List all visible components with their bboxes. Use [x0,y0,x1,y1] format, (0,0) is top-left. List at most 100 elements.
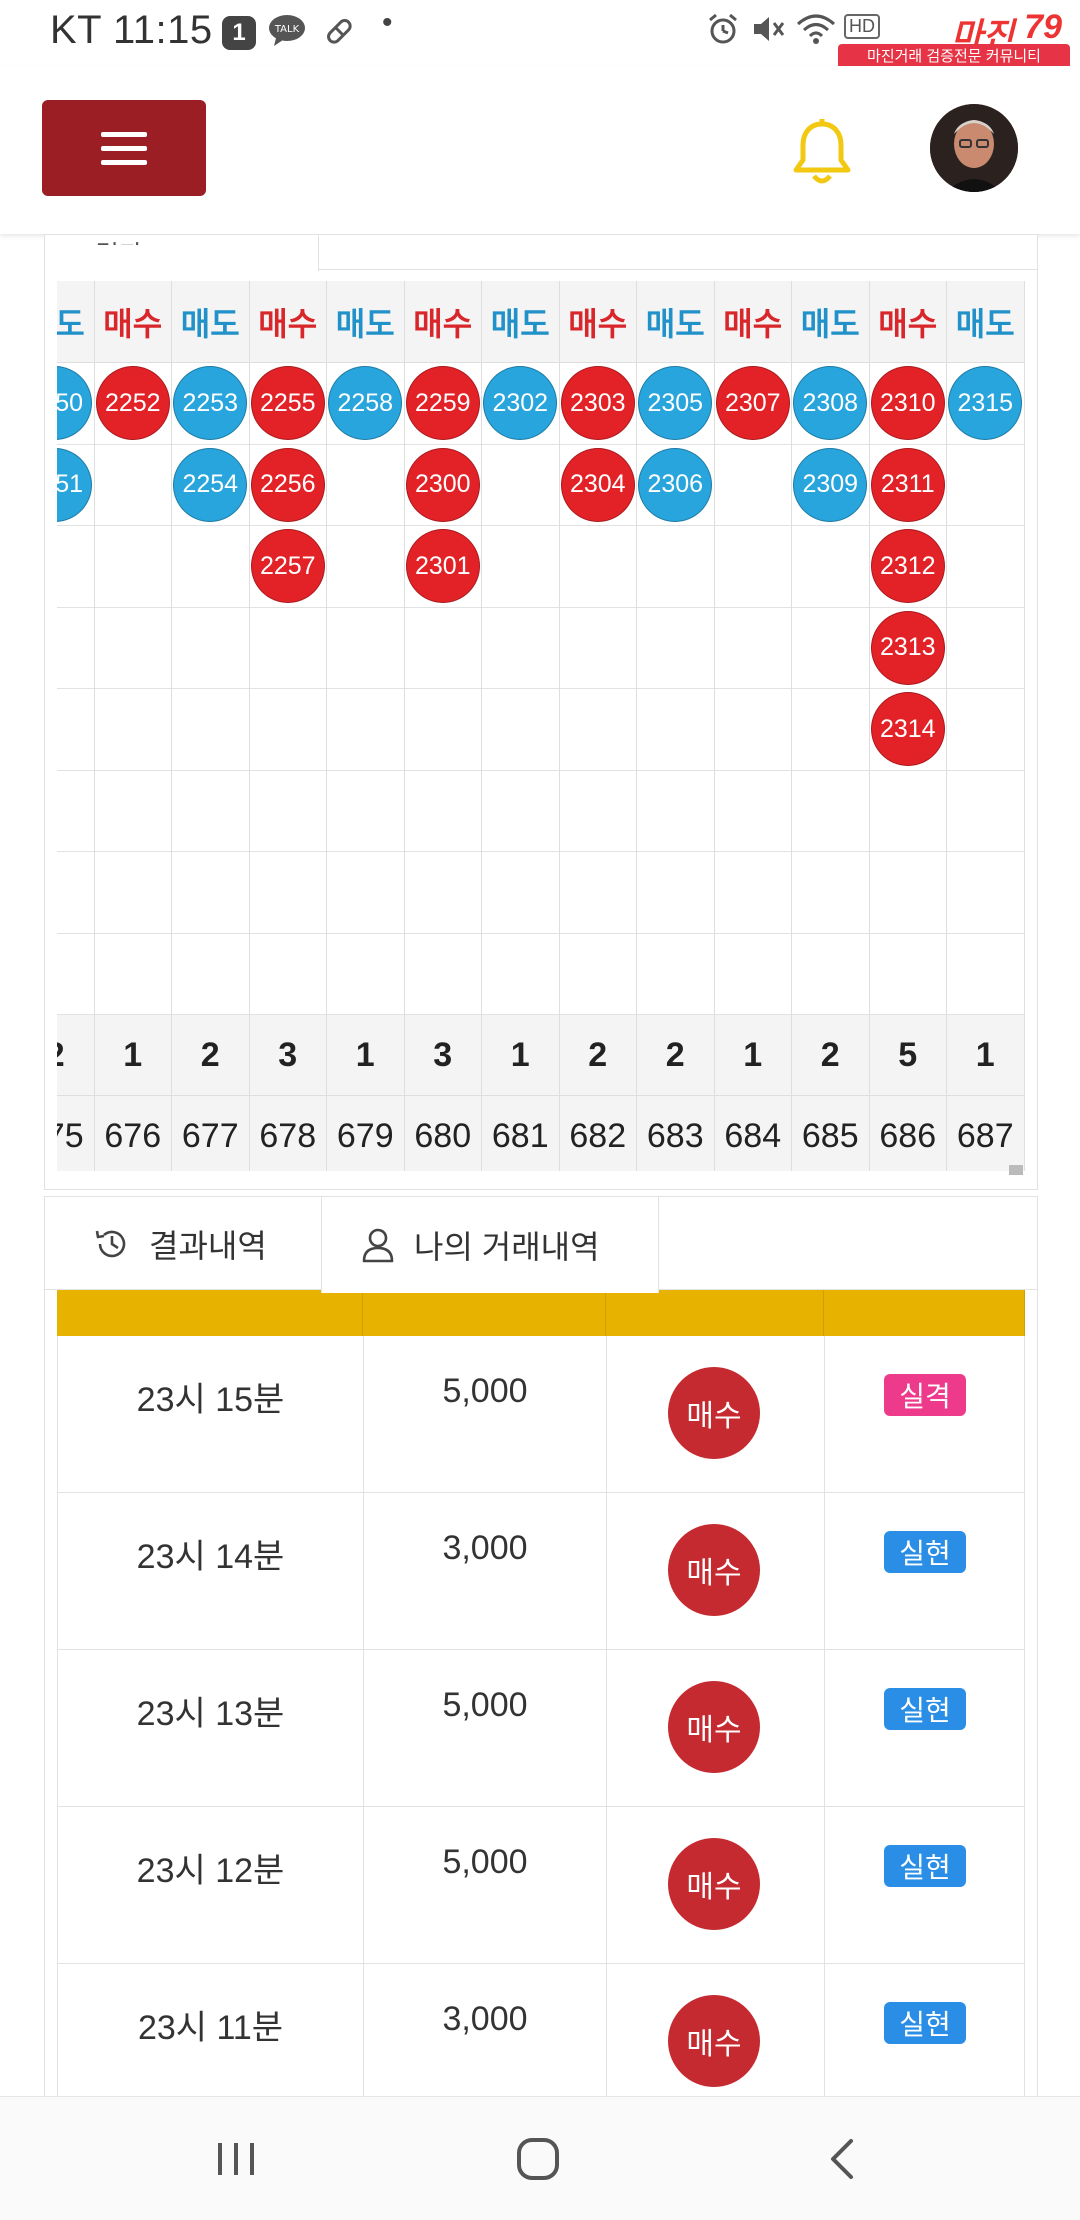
grid-column: 매도 2253 2254 2 677 [172,281,250,1171]
grid-cell [404,689,481,771]
tab-results-stub[interactable]: 결과 [45,235,319,271]
recent-apps-icon [218,2143,254,2175]
back-button[interactable] [782,2097,902,2220]
grid-cell [482,852,559,934]
round-number: 679 [327,1096,404,1171]
avatar[interactable] [930,104,1018,192]
table-row: 23시 15분 5,000 매수 실격 [57,1336,1025,1493]
tab-my-trades[interactable]: 나의 거래내역 [321,1197,659,1293]
grid-cell: 2301 [404,526,481,608]
grid-cell [172,608,249,689]
result-grid-columns: 매도225022512675매수22521676매도225322542677매수… [57,281,1025,1171]
trade-result-badge: 실현 [884,2002,966,2044]
grid-cell: 2258 [327,363,404,445]
streak-count: 5 [869,1015,946,1096]
pill-icon [322,14,356,56]
tab-results[interactable]: 결과내역 [93,1197,267,1291]
app-header [0,66,1080,234]
trade-side-badge: 매수 [668,1367,760,1459]
grid-cell [172,689,249,771]
grid-cell [947,526,1024,608]
grid-column: 매도2250 2251 2675 [57,281,95,1171]
streak-count: 2 [559,1015,636,1096]
menu-button[interactable] [42,100,206,196]
grid-cell [57,934,94,1015]
grid-cell: 2254 [172,445,249,526]
horizontal-scrollbar[interactable] [1009,1165,1023,1175]
streak-count: 1 [714,1015,791,1096]
grid-cell [94,689,171,771]
grid-cell [94,608,171,689]
grid-cell [404,852,481,934]
column-header-sell: 매도 [172,281,249,363]
round-number: 682 [559,1096,636,1171]
grid-cell [637,852,714,934]
watermark-number: 79 [1024,8,1062,46]
table-row: 23시 14분 3,000 매수 실현 [57,1493,1025,1650]
grid-cell [172,852,249,934]
sell-result-dot: 2309 [793,447,868,522]
grid-cell: 2312 [869,526,946,608]
streak-count: 2 [637,1015,714,1096]
round-number: 685 [792,1096,869,1171]
grid-cell [714,934,791,1015]
round-number: 684 [714,1096,791,1171]
recent-apps-button[interactable] [176,2097,296,2220]
history-icon [95,1230,126,1258]
grid-cell [559,771,636,852]
grid-cell [327,608,404,689]
buy-result-dot: 2252 [95,366,170,441]
grid-cell [947,852,1024,934]
grid-cell: 2308 [792,363,869,445]
grid-cell [637,526,714,608]
grid-cell [792,608,869,689]
trade-side-badge: 매수 [668,1524,760,1616]
grid-cell: 2306 [637,445,714,526]
round-number: 677 [172,1096,249,1171]
grid-cell [714,445,791,526]
grid-column: 매수 2310 2311 2312 2313 2314 5 686 [869,281,947,1171]
grid-cell: 2257 [249,526,326,608]
column-header-buy: 매수 [714,281,791,363]
grid-cell [327,934,404,1015]
buy-result-dot: 2255 [250,366,325,441]
column-header-sell: 매도 [792,281,869,363]
grid-cell [559,852,636,934]
grid-cell: 2251 [57,445,94,526]
trade-time: 23시 12분 [136,1852,285,1890]
round-number: 676 [94,1096,171,1171]
grid-cell: 2252 [94,363,171,445]
trade-amount: 5,000 [442,1372,528,1410]
grid-cell [94,771,171,852]
grid-cell: 2256 [249,445,326,526]
grid-cell [57,771,94,852]
bell-icon[interactable] [790,118,854,188]
round-number: 687 [947,1096,1024,1171]
grid-cell [94,852,171,934]
grid-column: 매수 2252 1 676 [94,281,172,1171]
trade-result-badge: 실현 [884,1688,966,1730]
grid-column: 매수 2307 1 684 [714,281,792,1171]
history-tabs: 결과내역 나의 거래내역 [45,1196,1037,1293]
grid-cell [947,934,1024,1015]
sell-result-dot: 2302 [483,366,558,441]
trade-side-badge: 매수 [668,1838,760,1930]
round-number: 675 [57,1096,94,1171]
trade-result-badge: 실현 [884,1531,966,1573]
grid-cell [249,771,326,852]
grid-cell: 2304 [559,445,636,526]
trade-result-badge: 실현 [884,1845,966,1887]
grid-column: 매수 2259 2300 2301 3 680 [404,281,482,1171]
column-header-buy: 매수 [249,281,326,363]
grid-cell [57,852,94,934]
home-button[interactable] [478,2097,598,2220]
trade-time: 23시 14분 [136,1538,285,1576]
round-number: 683 [637,1096,714,1171]
trade-amount: 3,000 [442,1529,528,1567]
buy-result-dot: 2303 [560,366,635,441]
tab-my-trades-label: 나의 거래내역 [414,1229,600,1265]
table-row: 23시 12분 5,000 매수 실현 [57,1807,1025,1964]
trade-history-card: 결과내역 나의 거래내역 23시 15분 5,000 매수 실격 23시 14분 3,00… [44,1196,1038,2096]
result-grid[interactable]: 매도225022512675매수22521676매도225322542677매수… [57,281,1025,1171]
trade-amount: 5,000 [442,1843,528,1881]
